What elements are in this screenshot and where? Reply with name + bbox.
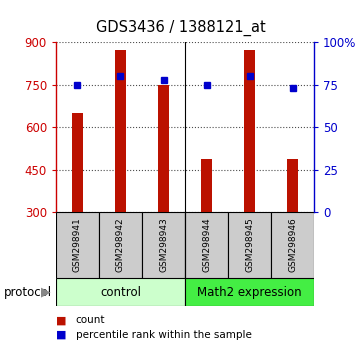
Text: ■: ■ [56, 330, 66, 339]
Text: GSM298943: GSM298943 [159, 218, 168, 272]
Text: GDS3436 / 1388121_at: GDS3436 / 1388121_at [96, 19, 265, 36]
Text: GSM298942: GSM298942 [116, 218, 125, 272]
Text: Math2 expression: Math2 expression [197, 286, 302, 298]
Bar [142, 212, 185, 278]
Text: percentile rank within the sample: percentile rank within the sample [76, 330, 252, 339]
Text: protocol: protocol [4, 286, 52, 298]
Text: GSM298946: GSM298946 [288, 218, 297, 272]
Text: count: count [76, 315, 105, 325]
Bar [201, 159, 212, 212]
Bar [185, 279, 314, 306]
Bar [185, 212, 228, 278]
Text: GSM298941: GSM298941 [73, 218, 82, 272]
Bar [287, 159, 298, 212]
Bar [56, 279, 185, 306]
Bar [271, 212, 314, 278]
Bar [115, 50, 126, 212]
Text: ■: ■ [56, 315, 66, 325]
Text: control: control [100, 286, 141, 298]
Bar [99, 212, 142, 278]
Bar [244, 50, 255, 212]
Bar [158, 85, 169, 212]
Text: GSM298944: GSM298944 [202, 218, 211, 272]
Bar [228, 212, 271, 278]
Bar [72, 113, 83, 212]
Text: GSM298945: GSM298945 [245, 218, 254, 272]
Text: ▶: ▶ [41, 286, 50, 298]
Bar [56, 212, 99, 278]
